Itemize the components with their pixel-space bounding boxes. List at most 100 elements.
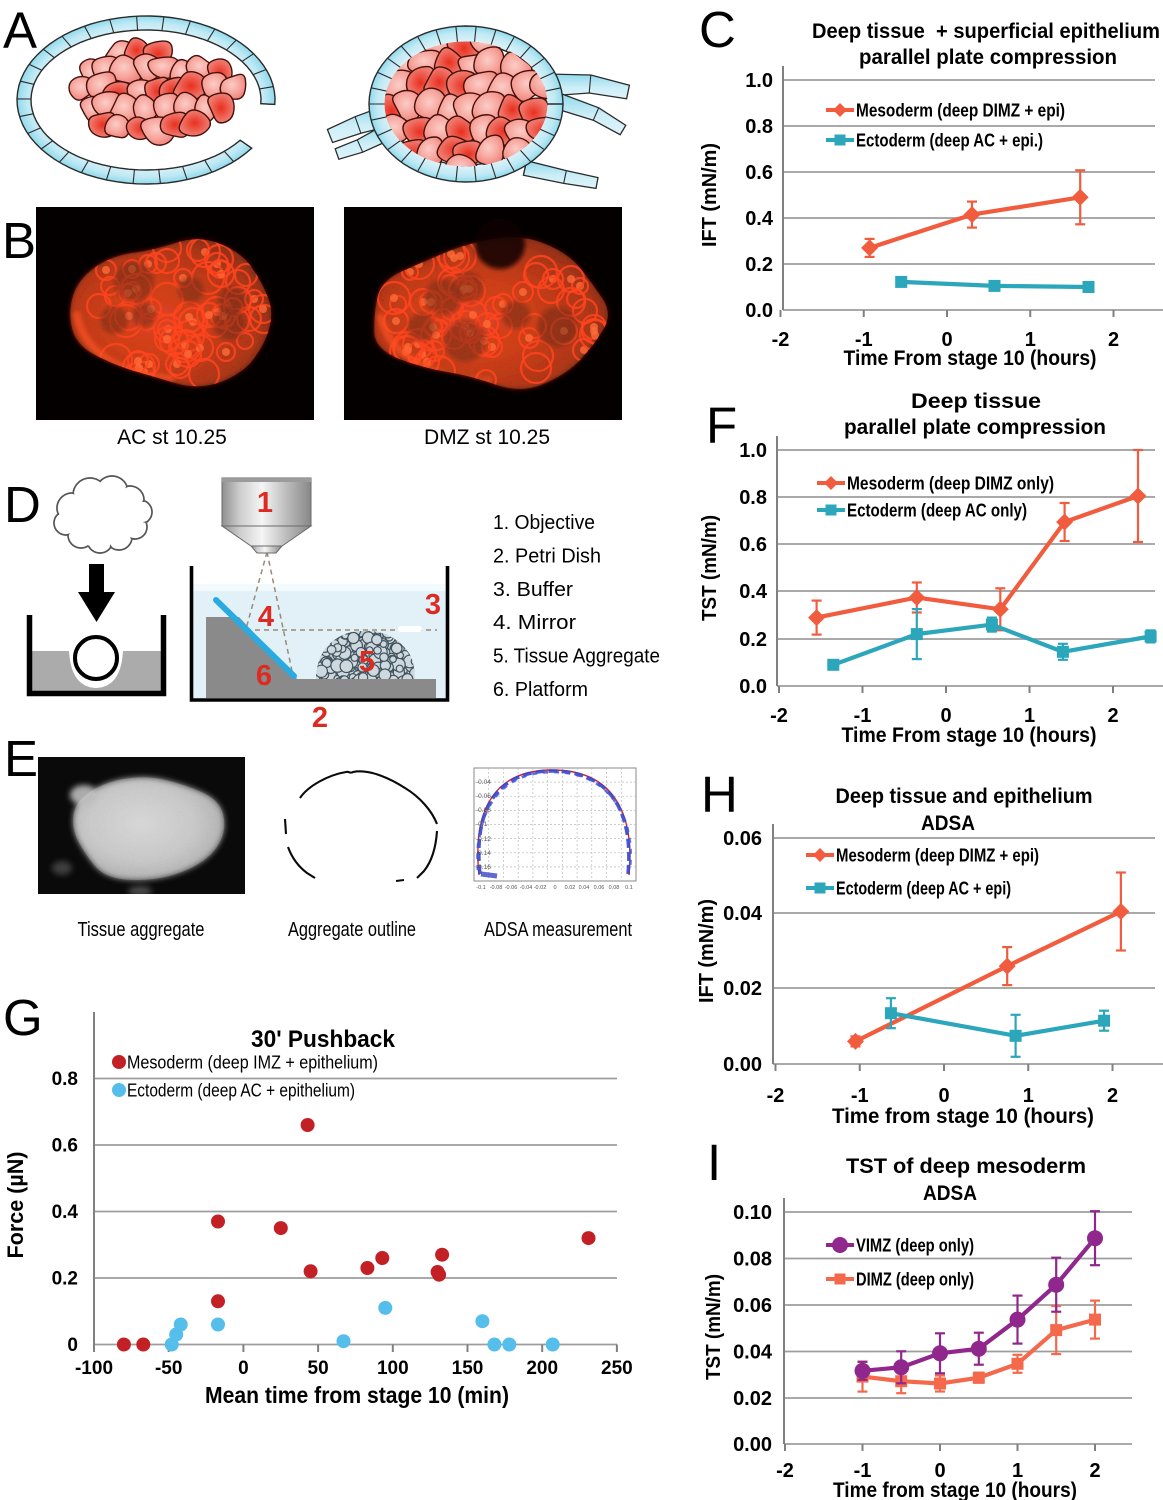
svg-text:0: 0 [941, 329, 952, 351]
svg-text:0: 0 [553, 885, 556, 891]
svg-text:1.0: 1.0 [745, 70, 773, 92]
svg-text:0.8: 0.8 [52, 1069, 78, 1090]
svg-text:0.08: 0.08 [733, 1249, 772, 1271]
svg-text:200: 200 [526, 1358, 558, 1379]
svg-text:0.06: 0.06 [594, 885, 605, 891]
svg-text:0.0: 0.0 [745, 300, 773, 322]
svg-text:-2: -2 [772, 329, 790, 351]
svg-text:-2: -2 [776, 1460, 794, 1482]
svg-text:0: 0 [67, 1335, 78, 1356]
svg-text:AC st 10.25: AC st 10.25 [117, 426, 227, 449]
svg-text:-0.08: -0.08 [490, 885, 503, 891]
svg-text:30' Pushback: 30' Pushback [251, 1026, 396, 1053]
svg-text:H: H [701, 766, 738, 823]
svg-text:-100: -100 [75, 1358, 113, 1379]
svg-text:0.6: 0.6 [745, 162, 773, 184]
svg-text:0.6: 0.6 [52, 1136, 78, 1157]
svg-text:-2: -2 [770, 705, 788, 727]
svg-text:-0.1: -0.1 [476, 885, 485, 891]
svg-text:-2: -2 [767, 1085, 785, 1107]
svg-text:0.0: 0.0 [739, 676, 767, 698]
svg-text:Mean time from stage 10 (min): Mean time from stage 10 (min) [205, 1382, 509, 1408]
svg-text:2: 2 [1107, 705, 1118, 727]
svg-text:-0.14: -0.14 [476, 850, 491, 857]
svg-text:VIMZ (deep only): VIMZ (deep only) [856, 1236, 974, 1256]
svg-text:0.02: 0.02 [565, 885, 576, 891]
svg-text:F: F [706, 397, 737, 454]
svg-text:0.2: 0.2 [52, 1269, 78, 1290]
svg-text:-1: -1 [855, 329, 873, 351]
svg-text:0.6: 0.6 [739, 534, 767, 556]
svg-text:0.08: 0.08 [609, 885, 620, 891]
svg-text:0.00: 0.00 [733, 1434, 772, 1456]
svg-text:100: 100 [377, 1358, 409, 1379]
svg-text:5: 5 [359, 646, 375, 678]
svg-text:0.04: 0.04 [733, 1342, 773, 1364]
svg-text:0.04: 0.04 [723, 903, 763, 925]
svg-text:-0.12: -0.12 [476, 836, 491, 843]
svg-text:2: 2 [1107, 1085, 1118, 1107]
svg-text:0.8: 0.8 [745, 116, 773, 138]
svg-text:Deep tissue and epithelium: Deep tissue and epithelium [836, 785, 1093, 808]
svg-text:0: 0 [938, 1085, 949, 1107]
svg-text:150: 150 [452, 1358, 484, 1379]
svg-text:2. Petri Dish: 2. Petri Dish [493, 545, 601, 567]
svg-text:IFT (mN/m): IFT (mN/m) [699, 143, 721, 247]
svg-text:Ectoderm (deep AC + epi): Ectoderm (deep AC + epi) [836, 879, 1011, 899]
svg-text:TST (mN/m): TST (mN/m) [703, 1274, 725, 1380]
svg-text:Mesoderm (deep DIMZ only): Mesoderm (deep DIMZ only) [847, 474, 1054, 494]
svg-text:ADSA measurement: ADSA measurement [484, 919, 632, 941]
svg-text:0.06: 0.06 [733, 1295, 772, 1317]
svg-text:0.04: 0.04 [579, 885, 590, 891]
svg-text:G: G [3, 989, 43, 1046]
svg-text:4. Mirror: 4. Mirror [493, 612, 576, 634]
svg-text:1. Objective: 1. Objective [493, 512, 595, 534]
svg-text:0.1: 0.1 [625, 885, 633, 891]
svg-text:D: D [4, 476, 41, 533]
svg-text:-0.08: -0.08 [476, 807, 491, 814]
svg-text:0: 0 [940, 705, 951, 727]
svg-text:50: 50 [308, 1358, 329, 1379]
svg-text:E: E [4, 730, 38, 787]
svg-text:0: 0 [934, 1460, 945, 1482]
svg-text:0.02: 0.02 [723, 978, 762, 1000]
svg-text:0.10: 0.10 [733, 1202, 772, 1224]
svg-text:Time From stage 10 (hours): Time From stage 10 (hours) [842, 724, 1097, 747]
svg-text:ADSA: ADSA [923, 1182, 977, 1205]
svg-text:TST (mN/m): TST (mN/m) [699, 515, 721, 621]
svg-text:250: 250 [601, 1358, 633, 1379]
svg-text:0.8: 0.8 [739, 487, 767, 509]
svg-text:0.4: 0.4 [739, 581, 768, 603]
svg-text:6: 6 [256, 660, 272, 692]
svg-text:0.02: 0.02 [733, 1388, 772, 1410]
svg-text:Tissue aggregate: Tissue aggregate [78, 919, 205, 941]
svg-text:Deep tissue: Deep tissue [911, 390, 1041, 413]
svg-text:0: 0 [238, 1358, 249, 1379]
svg-text:-1: -1 [851, 1085, 869, 1107]
svg-text:Mesoderm (deep DIMZ + epi): Mesoderm (deep DIMZ + epi) [856, 101, 1065, 121]
svg-text:Ectoderm (deep AC + epi.): Ectoderm (deep AC + epi.) [856, 131, 1043, 151]
svg-text:DIMZ (deep only): DIMZ (deep only) [856, 1270, 974, 1290]
svg-text:Deep tissue + superficial epi: Deep tissue + superficial epithelium [812, 20, 1160, 43]
svg-text:-1: -1 [854, 705, 872, 727]
svg-text:0.06: 0.06 [723, 828, 762, 850]
svg-text:IFT (mN/m): IFT (mN/m) [696, 899, 718, 1003]
svg-text:-0.06: -0.06 [476, 793, 491, 800]
svg-text:Time From stage 10 (hours): Time From stage 10 (hours) [844, 347, 1097, 370]
svg-text:I: I [707, 1134, 721, 1191]
svg-text:Mesoderm (deep IMZ + epitheliu: Mesoderm (deep IMZ + epithelium) [127, 1053, 378, 1073]
svg-text:2: 2 [1089, 1460, 1100, 1482]
svg-text:2: 2 [312, 702, 328, 734]
svg-text:0.00: 0.00 [723, 1054, 762, 1076]
svg-text:-0.04: -0.04 [520, 885, 533, 891]
svg-text:C: C [699, 1, 736, 58]
svg-text:B: B [2, 212, 36, 269]
svg-text:-50: -50 [155, 1358, 182, 1379]
svg-text:1: 1 [1024, 705, 1035, 727]
svg-text:1: 1 [257, 487, 273, 519]
svg-text:0.2: 0.2 [745, 254, 773, 276]
svg-text:parallel plate compression: parallel plate compression [859, 46, 1117, 69]
svg-text:1: 1 [1012, 1460, 1023, 1482]
svg-text:4: 4 [258, 601, 274, 633]
svg-text:1: 1 [1023, 1085, 1034, 1107]
